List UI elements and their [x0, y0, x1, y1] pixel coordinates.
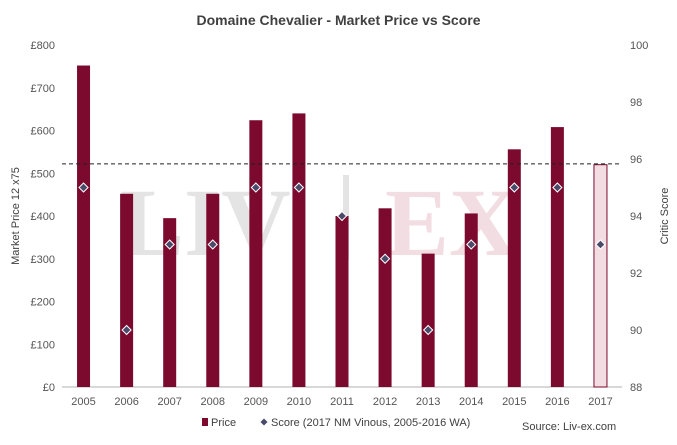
price-bar [421, 253, 435, 387]
y-tick-label: £300 [31, 254, 55, 266]
score-point [164, 239, 175, 250]
x-tick-label: 2014 [459, 396, 483, 408]
price-bar [464, 213, 478, 387]
legend-price-label: Price [211, 417, 236, 429]
price-bar [507, 149, 521, 387]
price-bar [593, 164, 608, 388]
x-tick-label: 2016 [545, 396, 569, 408]
score-point [422, 324, 434, 336]
x-tick-label: 2009 [244, 396, 268, 408]
price-bar [335, 216, 349, 387]
x-tick-label: 2011 [330, 396, 354, 408]
x-tick-label: 2010 [287, 396, 311, 408]
y-axis-label: Market Price 12 x75 [10, 167, 22, 265]
y2-tick-label: 90 [630, 325, 642, 337]
price-bar [378, 208, 392, 387]
legend-score-swatch [260, 418, 268, 426]
y2-tick-label: 94 [630, 211, 642, 223]
price-bar [550, 127, 564, 387]
price-bar [163, 218, 177, 387]
y-tick-label: £700 [31, 83, 55, 95]
y-tick-label: £800 [31, 40, 55, 52]
y-tick-label: £400 [31, 211, 55, 223]
x-tick-label: 2005 [71, 396, 95, 408]
score-point [121, 324, 132, 336]
y2-axis-label: Critic Score [659, 188, 671, 245]
x-tick-label: 2008 [201, 396, 225, 408]
price-bar [206, 193, 220, 387]
score-point [509, 182, 520, 193]
price-bar [249, 120, 263, 388]
x-tick-label: 2013 [416, 396, 440, 408]
y2-tick-label: 96 [630, 154, 642, 166]
y-tick-label: £200 [31, 297, 55, 309]
x-tick-label: 2006 [114, 396, 138, 408]
y-tick-label: £600 [31, 126, 55, 138]
score-point [78, 182, 89, 193]
score-point [552, 182, 563, 193]
right-axis-ticks: 88 90 92 94 96 98 100 [630, 40, 648, 394]
legend: Price Score (2017 NM Vinous, 2005-2016 W… [202, 417, 470, 429]
x-tick-label: 2015 [502, 396, 526, 408]
y-tick-label: £100 [31, 339, 55, 351]
score-point [466, 239, 477, 250]
price-bar [77, 65, 91, 388]
y2-tick-label: 92 [630, 268, 642, 280]
watermark-ex: EX [385, 169, 518, 276]
x-tick-label: 2017 [588, 396, 612, 408]
y-tick-label: £0 [43, 382, 55, 394]
source-note: Source: Liv-ex.com [522, 421, 616, 433]
chart-title: Domaine Chevalier - Market Price vs Scor… [196, 12, 481, 28]
score-point [293, 182, 305, 193]
price-bar [120, 193, 134, 387]
y2-tick-label: 88 [630, 382, 642, 394]
left-axis-ticks: £0 £100 £200 £300 £400 £500 £600 £700 £800 [31, 40, 55, 394]
legend-score-label: Score (2017 NM Vinous, 2005-2016 WA) [271, 417, 470, 429]
score-points [78, 182, 606, 336]
y-tick-label: £500 [31, 168, 55, 180]
x-tick-label: 2007 [157, 396, 181, 408]
score-point [379, 253, 391, 264]
score-point [250, 182, 262, 193]
x-axis-ticks: 2005 2006 2007 2008 2009 2010 2011 2012 2013 2014… [71, 396, 612, 408]
y2-tick-label: 100 [630, 40, 648, 52]
score-point [336, 210, 348, 222]
y2-tick-label: 98 [630, 97, 642, 109]
score-point [595, 239, 606, 250]
legend-price-swatch [202, 418, 208, 426]
x-tick-label: 2012 [373, 396, 397, 408]
price-bar [292, 113, 306, 388]
watermark-liv: LIV [120, 169, 291, 276]
score-point [207, 239, 218, 250]
watermark: LIV EX [120, 169, 518, 276]
